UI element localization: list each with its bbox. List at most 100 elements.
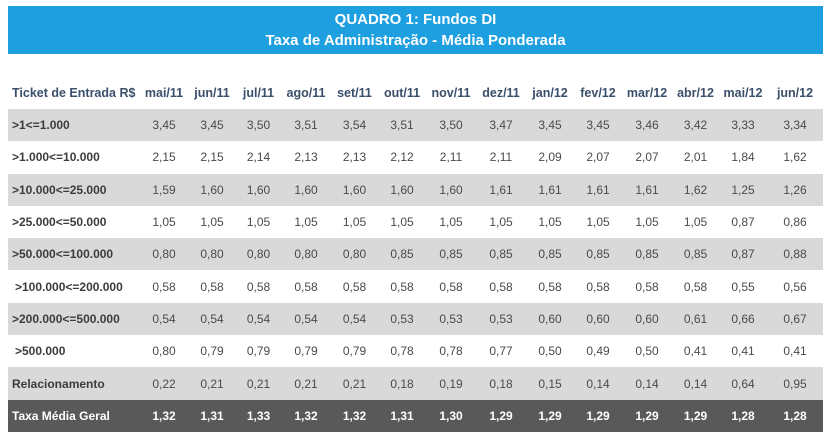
- table-cell: 1,25: [719, 173, 767, 206]
- table-row: >50.000<=100.000 0,80 0,80 0,80 0,80 0,80 0,85…: [8, 238, 823, 271]
- table-cell: 3,33: [719, 109, 767, 142]
- table-cell: 1,05: [683, 215, 708, 230]
- table-cell: 0,21: [281, 367, 331, 400]
- table-cell: 1,05: [390, 215, 414, 230]
- table-cell: 2,15: [200, 150, 224, 165]
- table-cell: 2,12: [390, 150, 414, 165]
- table-cell: 0,79: [200, 344, 224, 359]
- table-cell: 0,58: [342, 279, 367, 294]
- table-cell: 0,85: [672, 238, 719, 271]
- row-label: >500.000: [15, 344, 66, 359]
- table-cell: 0,41: [683, 344, 708, 359]
- table-cell: 3,50: [236, 109, 281, 142]
- column-header-month: nov/11: [426, 77, 476, 109]
- table-cell: 1,29: [622, 399, 672, 432]
- table-cell: 1,05: [342, 215, 367, 230]
- table-row: >200.000<=500.000 0,54 0,54 0,54 0,54 0,54 0,5…: [8, 302, 823, 336]
- table-row: >25.000<=50.000 1,05 1,05 1,05 1,05 1,05 1,05 1…: [8, 206, 823, 238]
- table-cell: 0,21: [331, 367, 378, 400]
- table-cell: 1,28: [719, 399, 767, 432]
- column-header-month: mai/12: [719, 77, 767, 109]
- table-cell: 1,60: [281, 173, 331, 206]
- table-cell: 3,54: [331, 109, 378, 142]
- table-cell: 1,05: [200, 215, 224, 230]
- table-cell: 1,29: [574, 399, 622, 432]
- table-cell: 1,59: [140, 173, 188, 206]
- table-cell: 0,85: [476, 238, 526, 271]
- row-label: >100.000<=200.000: [15, 279, 123, 294]
- table-cell: 2,07: [635, 150, 659, 165]
- table-cell: 0,85: [622, 238, 672, 271]
- row-label: Relacionamento: [8, 367, 140, 400]
- table-cell: 1,60: [426, 173, 476, 206]
- column-header-month: jul/11: [236, 77, 281, 109]
- table-cell: 0,85: [426, 238, 476, 271]
- table-cell: 0,80: [140, 238, 188, 271]
- table-cell: 0,53: [426, 302, 476, 336]
- table-cell: 1,32: [281, 399, 331, 432]
- table-subtitle: Taxa de Administração - Média Ponderada: [265, 32, 566, 49]
- table-cell: 0,54: [236, 302, 281, 336]
- table-cell: 0,58: [200, 279, 224, 294]
- table-cell: 1,05: [538, 215, 562, 230]
- table-cell: 0,19: [426, 367, 476, 400]
- table-cell: 0,80: [188, 238, 236, 271]
- table-cell: 0,60: [622, 302, 672, 336]
- table-cell: 0,41: [731, 344, 755, 359]
- column-header-month: set/11: [331, 77, 378, 109]
- table-cell: 1,60: [378, 173, 426, 206]
- table-cell: 0,85: [378, 238, 426, 271]
- table-cell: 1,32: [140, 399, 188, 432]
- table-cell: 3,45: [188, 109, 236, 142]
- table-cell: 1,60: [331, 173, 378, 206]
- table-cell: 0,49: [586, 344, 610, 359]
- table-cell: 2,07: [586, 150, 610, 165]
- table-cell: 0,54: [140, 302, 188, 336]
- table-cell: 1,60: [236, 173, 281, 206]
- table-cell: 3,46: [622, 109, 672, 142]
- table-cell: 1,29: [526, 399, 574, 432]
- table-cell: 2,11: [489, 150, 513, 165]
- column-header-month: jan/12: [526, 77, 574, 109]
- table-cell: 1,84: [731, 150, 755, 165]
- table-cell: 0,54: [281, 302, 331, 336]
- column-header-month: mar/12: [622, 77, 672, 109]
- table-cell: 1,26: [767, 173, 823, 206]
- table-cell: 0,53: [476, 302, 526, 336]
- table-cell: 1,29: [672, 399, 719, 432]
- table-cell: 0,21: [236, 367, 281, 400]
- table-cell: 0,58: [390, 279, 414, 294]
- table-cell: 0,80: [331, 238, 378, 271]
- row-label: >10.000<=25.000: [8, 173, 140, 206]
- table-cell: 2,13: [342, 150, 367, 165]
- column-header-month: jun/11: [188, 77, 236, 109]
- table-cell: 0,58: [635, 279, 659, 294]
- row-label: >25.000<=50.000: [12, 215, 107, 230]
- table-cell: 0,64: [719, 367, 767, 400]
- table-cell: 0,88: [767, 238, 823, 271]
- table-cell: 0,58: [246, 279, 271, 294]
- table-cell: 3,51: [281, 109, 331, 142]
- column-header-month: fev/12: [574, 77, 622, 109]
- table-cell: 1,60: [188, 173, 236, 206]
- table-cell: 0,80: [281, 238, 331, 271]
- column-header-month: ago/11: [281, 77, 331, 109]
- table-cell: 1,61: [526, 173, 574, 206]
- table-row: >100.000<=200.000 0,58 0,58 0,58 0,58 0,58 0,5…: [8, 270, 823, 302]
- column-header-ticket: Ticket de Entrada R$: [8, 77, 140, 109]
- table-title-banner: QUADRO 1: Fundos DI Taxa de Administraçã…: [8, 6, 823, 54]
- table-cell: 0,55: [731, 279, 755, 294]
- table-cell: 0,54: [188, 302, 236, 336]
- table-cell: 0,54: [331, 302, 378, 336]
- table-cell: 1,62: [783, 150, 807, 165]
- table-cell: 1,62: [672, 173, 719, 206]
- table-cell: 3,45: [526, 109, 574, 142]
- table-cell: 0,77: [489, 344, 513, 359]
- table-cell: 0,79: [246, 344, 271, 359]
- table-cell: 0,58: [439, 279, 463, 294]
- table-cell: 0,80: [236, 238, 281, 271]
- table-cell: 1,32: [331, 399, 378, 432]
- table-cell: 0,58: [586, 279, 610, 294]
- table-cell: 0,85: [574, 238, 622, 271]
- table-cell: 0,58: [294, 279, 318, 294]
